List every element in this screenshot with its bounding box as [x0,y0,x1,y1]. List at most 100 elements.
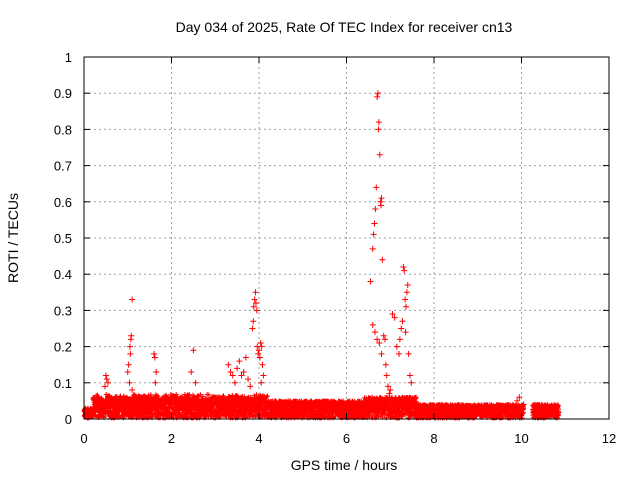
data-point [105,379,112,386]
data-point [103,376,110,383]
data-point [258,343,265,350]
data-point [378,350,385,357]
data-point [151,354,158,361]
data-point [252,289,259,296]
y-tick-label: 0.2 [54,340,72,355]
y-axis-ticks: 0 0.1 0.2 0.3 0.4 0.5 0.6 0.7 0.8 0.9 1 [54,50,609,427]
data-point [374,93,381,100]
data-point [238,372,245,379]
data-point [391,314,398,321]
data-point [252,300,259,307]
data-point [514,397,521,404]
y-tick-label: 0 [65,412,72,427]
data-point [126,343,133,350]
data-point [385,383,392,390]
data-point [127,350,134,357]
data-point [408,379,415,386]
data-point [396,336,403,343]
x-tick-label: 4 [255,431,262,446]
data-point [259,361,266,368]
data-point [378,202,385,209]
data-point [383,372,390,379]
data-point [516,394,523,401]
data-point [190,347,197,354]
data-point [153,368,160,375]
data-point [225,361,232,368]
x-tick-label: 8 [430,431,437,446]
data-point [520,401,527,408]
x-tick-label: 0 [80,431,87,446]
data-point [373,184,380,191]
data-point [382,361,389,368]
x-tick-label: 12 [602,431,616,446]
data-point [389,311,396,318]
y-tick-label: 0.7 [54,159,72,174]
chart-title: Day 034 of 2025, Rate Of TEC Index for r… [176,19,513,35]
data-point [387,387,394,394]
data-point [378,195,385,202]
data-point [227,368,234,375]
data-point [240,368,247,375]
data-point [371,220,378,227]
data-point [251,296,258,303]
x-axis-ticks: 0 2 4 6 8 10 12 [80,57,616,446]
data-point [403,289,410,296]
dense-data-band [81,391,562,421]
y-tick-label: 0.8 [54,122,72,137]
data-point [379,256,386,263]
data-point [371,329,378,336]
y-tick-label: 0.9 [54,86,72,101]
data-point [152,379,159,386]
data-point [256,347,262,354]
data-point [124,368,131,375]
data-point [245,376,252,383]
data-point [247,383,254,390]
data-point [253,307,260,314]
x-tick-label: 10 [514,431,528,446]
data-point [393,343,400,350]
data-point [126,379,133,386]
data-point [231,379,238,386]
data-point [129,387,136,394]
data-point [125,361,132,368]
data-point [401,267,408,274]
data-point [258,379,265,386]
data-point [257,339,264,346]
data-point [250,303,257,310]
data-point [405,350,412,357]
data-point [404,282,411,289]
grid-lines [84,57,609,419]
data-point [375,126,382,133]
data-point [396,350,402,357]
x-tick-label: 2 [168,431,175,446]
data-point [250,318,257,325]
data-point [370,231,377,238]
y-tick-label: 0.3 [54,303,72,318]
data-point [403,303,409,310]
data-point [102,383,108,390]
data-point [369,245,376,252]
x-axis-label: GPS time / hours [291,457,398,473]
data-points [102,90,527,408]
data-point [402,296,409,303]
data-point [229,372,236,379]
data-point [382,336,388,343]
data-point [402,329,409,336]
data-point [375,119,382,126]
data-point [188,368,195,375]
data-point [128,332,135,339]
data-point [236,358,243,365]
data-point [376,151,383,158]
data-point [255,350,262,357]
data-point [367,278,374,285]
data-point [192,379,199,386]
data-point [369,321,376,328]
data-point [249,325,256,332]
data-point [256,354,263,361]
x-tick-label: 6 [343,431,350,446]
data-point [102,372,109,379]
data-point [375,90,381,97]
data-point [260,372,267,379]
data-point [129,296,136,303]
